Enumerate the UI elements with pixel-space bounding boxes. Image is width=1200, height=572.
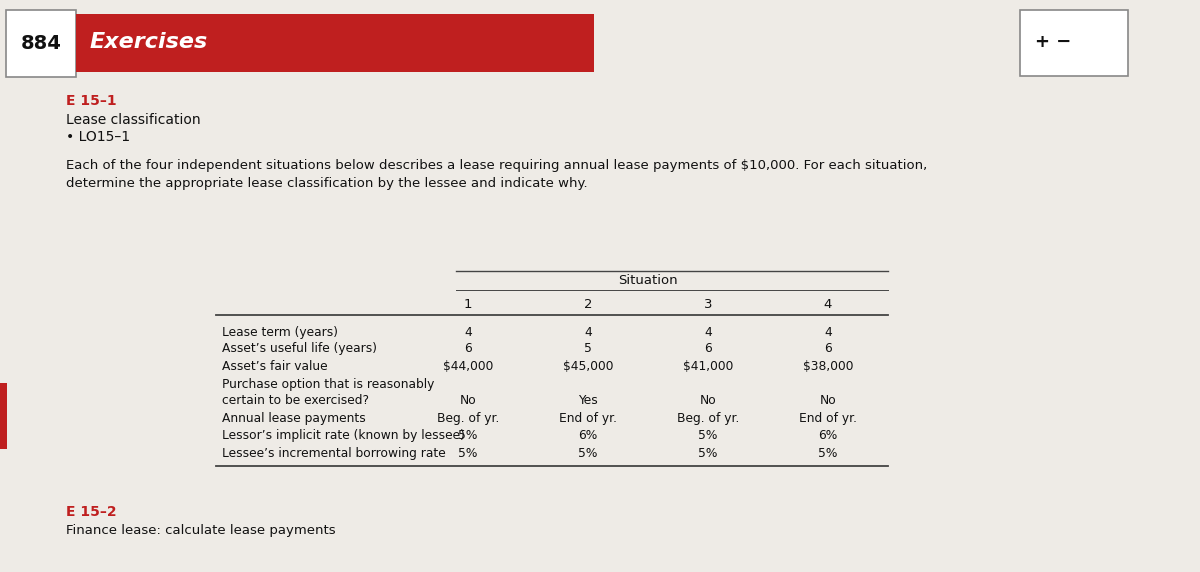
Text: Each of the four independent situations below describes a lease requiring annual: Each of the four independent situations … [66, 160, 928, 172]
Text: $38,000: $38,000 [803, 360, 853, 372]
Text: 2: 2 [583, 298, 593, 311]
Text: 6%: 6% [578, 430, 598, 442]
Text: 5%: 5% [458, 430, 478, 442]
Text: + −: + − [1036, 33, 1072, 51]
Text: 6: 6 [824, 343, 832, 355]
Text: Asset’s fair value: Asset’s fair value [222, 360, 328, 372]
Text: Situation: Situation [618, 274, 678, 287]
Text: $45,000: $45,000 [563, 360, 613, 372]
Text: End of yr.: End of yr. [559, 412, 617, 425]
Text: No: No [820, 394, 836, 407]
Text: certain to be exercised?: certain to be exercised? [222, 394, 370, 407]
Text: Annual lease payments: Annual lease payments [222, 412, 366, 425]
Text: 4: 4 [464, 327, 472, 339]
Text: E 15–1: E 15–1 [66, 94, 116, 108]
Text: Purchase option that is reasonably: Purchase option that is reasonably [222, 378, 434, 391]
Text: determine the appropriate lease classification by the lessee and indicate why.: determine the appropriate lease classifi… [66, 177, 588, 190]
Text: No: No [460, 394, 476, 407]
Text: E 15–2: E 15–2 [66, 505, 116, 519]
Text: 5%: 5% [578, 447, 598, 459]
Text: 4: 4 [704, 327, 712, 339]
Text: 5%: 5% [458, 447, 478, 459]
Text: Beg. of yr.: Beg. of yr. [437, 412, 499, 425]
Text: 4: 4 [824, 327, 832, 339]
Text: 5%: 5% [698, 430, 718, 442]
Text: Lease term (years): Lease term (years) [222, 327, 338, 339]
Text: Exercises: Exercises [90, 33, 209, 52]
Text: 5: 5 [584, 343, 592, 355]
Text: 6%: 6% [818, 430, 838, 442]
Text: Lessor’s implicit rate (known by lessee): Lessor’s implicit rate (known by lessee) [222, 430, 464, 442]
Text: Beg. of yr.: Beg. of yr. [677, 412, 739, 425]
Text: 6: 6 [704, 343, 712, 355]
Text: $44,000: $44,000 [443, 360, 493, 372]
Text: 4: 4 [824, 298, 832, 311]
Text: 6: 6 [464, 343, 472, 355]
Text: 1: 1 [463, 298, 473, 311]
Text: Lease classification: Lease classification [66, 113, 200, 126]
Text: Asset’s useful life (years): Asset’s useful life (years) [222, 343, 377, 355]
Text: $41,000: $41,000 [683, 360, 733, 372]
Text: Lessee’s incremental borrowing rate: Lessee’s incremental borrowing rate [222, 447, 445, 459]
Text: 5%: 5% [698, 447, 718, 459]
Text: 3: 3 [703, 298, 713, 311]
Text: End of yr.: End of yr. [799, 412, 857, 425]
Text: Finance lease: calculate lease payments: Finance lease: calculate lease payments [66, 525, 336, 537]
Text: 4: 4 [584, 327, 592, 339]
Text: • LO15–1: • LO15–1 [66, 130, 130, 144]
Text: No: No [700, 394, 716, 407]
Text: 884: 884 [20, 34, 61, 53]
Text: Yes: Yes [578, 394, 598, 407]
Text: 5%: 5% [818, 447, 838, 459]
